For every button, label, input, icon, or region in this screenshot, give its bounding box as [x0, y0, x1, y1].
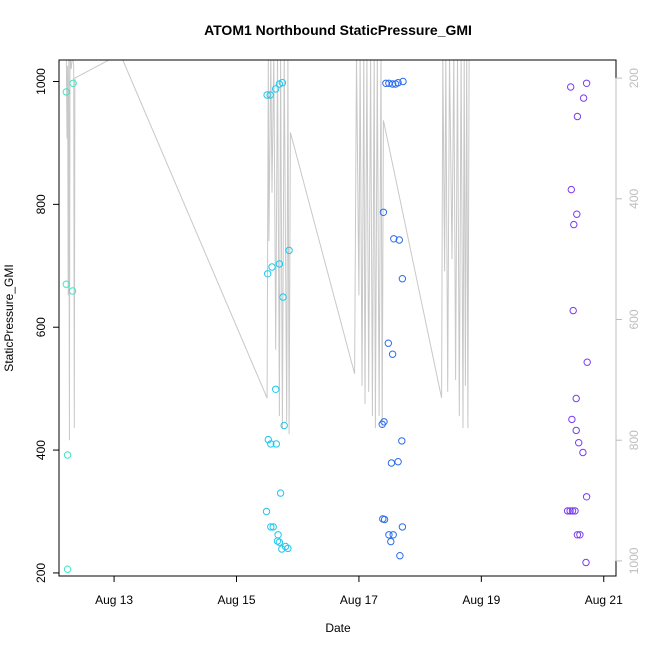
data-point: [268, 263, 276, 271]
right-tick-label: 200: [627, 68, 641, 88]
data-point: [68, 287, 77, 295]
data-point: [274, 531, 282, 539]
x-axis: Aug 13 Aug 15 Aug 17 Aug 19 Aug 21: [95, 576, 623, 607]
data-point: [394, 79, 402, 87]
x-tick-label: Aug 15: [217, 593, 255, 607]
depth-trace-layer: [65, 60, 470, 441]
data-point: [566, 507, 574, 515]
data-point: [582, 79, 591, 88]
data-point: [284, 544, 292, 553]
data-point: [384, 339, 392, 347]
data-point: [267, 440, 275, 448]
data-point: [272, 85, 280, 93]
data-point: [273, 537, 282, 545]
data-point: [396, 552, 404, 560]
data-point: [280, 421, 288, 430]
data-point: [582, 493, 591, 501]
data-point: [387, 459, 396, 467]
y-axis-right: 200 400 600 800 1000: [615, 68, 641, 574]
data-point: [563, 507, 572, 515]
data-point: [264, 435, 272, 444]
y-axis-left: 200 400 600 800 1000: [34, 68, 59, 583]
data-point: [579, 94, 588, 102]
data-point: [398, 437, 406, 445]
data-point: [390, 235, 398, 243]
data-point: [285, 246, 293, 255]
data-point: [387, 537, 395, 546]
data-point: [570, 220, 578, 229]
y-tick-label: 600: [34, 317, 48, 337]
data-point: [272, 440, 280, 448]
data-point: [398, 275, 407, 283]
data-point: [62, 280, 71, 288]
data-point: [267, 523, 275, 531]
x-axis-label: Date: [325, 621, 351, 635]
x-tick-label: Aug 21: [585, 593, 623, 607]
x-tick-label: Aug 13: [95, 593, 133, 607]
data-point: [568, 507, 577, 515]
data-point: [579, 448, 587, 457]
x-tick-label: Aug 19: [462, 593, 500, 607]
data-points-layer: [62, 77, 591, 573]
data-point: [582, 558, 590, 567]
right-tick-label: 800: [627, 430, 641, 450]
y-tick-label: 1000: [34, 68, 48, 95]
data-point: [399, 77, 407, 86]
depth-trace-line: [65, 60, 470, 441]
data-point: [263, 91, 271, 99]
y-tick-label: 400: [34, 440, 48, 460]
data-point: [583, 358, 591, 366]
data-point: [379, 208, 388, 217]
right-tick-label: 600: [627, 309, 641, 329]
data-point: [395, 236, 403, 244]
data-point: [281, 542, 290, 551]
data-point: [573, 112, 582, 121]
data-point: [275, 260, 284, 268]
data-point: [63, 451, 72, 459]
data-point: [385, 531, 393, 539]
data-point: [572, 394, 580, 403]
y-tick-label: 200: [34, 563, 48, 583]
x-tick-label: Aug 17: [340, 593, 378, 607]
data-point: [69, 79, 77, 88]
plot-area-frame: [58, 59, 617, 577]
data-point: [398, 523, 407, 531]
y-axis-label: StaticPressure_GMI: [2, 264, 16, 371]
right-tick-label: 1000: [627, 547, 641, 574]
right-tick-label: 400: [627, 188, 641, 208]
data-point: [272, 385, 280, 393]
data-point: [262, 507, 271, 516]
data-point: [266, 91, 274, 99]
data-point: [269, 523, 277, 531]
data-point: [575, 439, 583, 447]
chart-title: ATOM1 Northbound StaticPressure_GMI: [204, 22, 472, 38]
data-point: [567, 83, 575, 91]
data-point: [573, 210, 581, 218]
data-point: [388, 350, 397, 358]
data-point: [275, 538, 284, 546]
data-point: [264, 270, 272, 278]
data-point: [380, 418, 388, 426]
data-point: [380, 515, 389, 524]
data-point: [573, 531, 582, 539]
data-point: [571, 507, 579, 515]
data-point: [63, 565, 72, 573]
data-point: [394, 458, 402, 466]
data-point: [569, 306, 577, 315]
data-point: [568, 415, 576, 424]
data-point: [279, 293, 287, 301]
data-point: [576, 531, 584, 539]
data-point: [278, 79, 287, 87]
data-point: [389, 531, 397, 539]
data-point: [276, 489, 285, 497]
y-tick-label: 800: [34, 194, 48, 214]
data-point: [567, 185, 575, 194]
data-point: [388, 80, 397, 88]
data-point: [62, 88, 71, 96]
data-point: [572, 426, 580, 435]
